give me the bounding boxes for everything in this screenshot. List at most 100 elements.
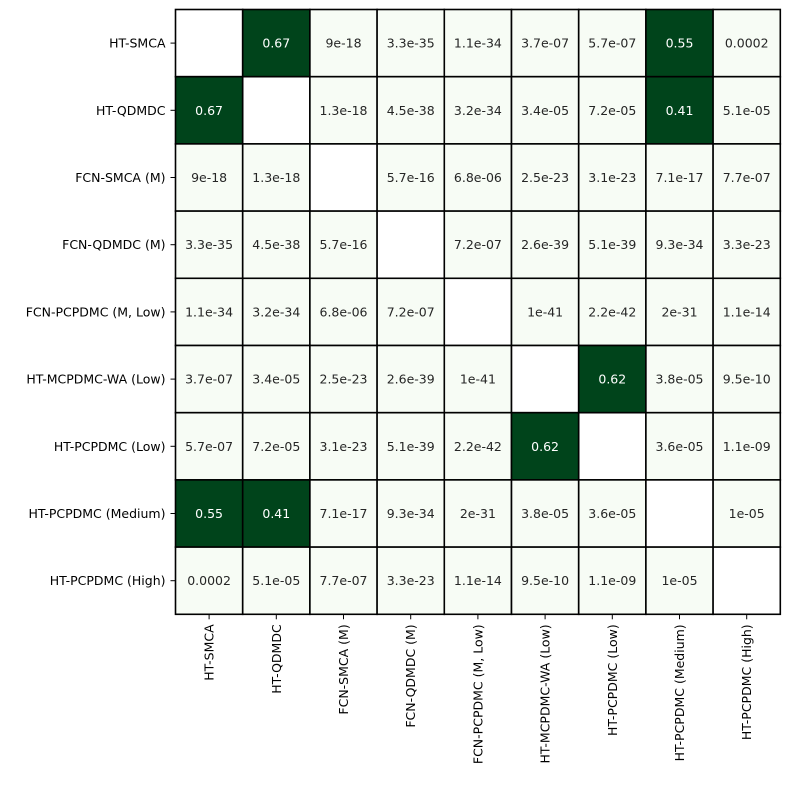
heatmap-cell-8-5: [510, 546, 580, 616]
cell-value-4-0: 1.1e-34: [185, 304, 233, 319]
cell-value-1-0: 0.67: [195, 103, 223, 118]
y-tick-label-5: HT-MCPDMC-WA (Low): [26, 372, 165, 387]
heatmap-cell-7-6: [577, 479, 647, 548]
cell-value-4-5: 1e-41: [527, 304, 563, 319]
heatmap-cell-2-1: [241, 143, 311, 212]
heatmap-cell-1-4: [443, 75, 513, 145]
cell-value-2-1: 1.3e-18: [252, 170, 300, 185]
heatmap-cell-0-7: [645, 8, 714, 78]
cell-value-5-2: 2.5e-23: [320, 372, 368, 387]
heatmap-cell-1-6: [577, 75, 647, 145]
cell-value-7-4: 2e-31: [460, 506, 496, 521]
cell-value-5-4: 1e-41: [460, 372, 496, 387]
cell-value-1-5: 3.4e-05: [521, 103, 569, 118]
cell-value-0-1: 0.67: [262, 36, 290, 51]
cell-value-6-3: 5.1e-39: [387, 439, 435, 454]
cell-value-0-6: 5.7e-07: [588, 36, 636, 51]
cell-value-3-5: 2.6e-39: [521, 237, 569, 252]
cell-value-5-3: 2.6e-39: [387, 372, 435, 387]
heatmap-cell-7-0: [174, 479, 244, 548]
heatmap-cell-8-6: [577, 546, 647, 616]
cell-value-0-5: 3.7e-07: [521, 36, 569, 51]
cell-value-7-6: 3.6e-05: [588, 506, 636, 521]
cell-value-5-8: 9.5e-10: [723, 372, 771, 387]
heatmap-cell-5-8: [712, 344, 782, 414]
cell-value-4-8: 1.1e-14: [723, 304, 771, 319]
x-tick-label-8: HT-PCPDMC (High): [739, 624, 754, 740]
cell-value-5-7: 3.8e-05: [656, 372, 704, 387]
heatmap-cell-2-4: [443, 143, 513, 212]
heatmap-cell-4-0: [174, 277, 244, 347]
heatmap-cell-8-3: [376, 546, 446, 616]
heatmap-cell-7-2: [309, 479, 378, 548]
heatmap-cell-6-4: [443, 411, 513, 481]
cell-value-0-4: 1.1e-34: [454, 36, 502, 51]
cell-value-2-7: 7.1e-17: [656, 170, 704, 185]
heatmap-cell-8-1: [241, 546, 311, 616]
x-tick-label-7: HT-PCPDMC (Medium): [672, 624, 687, 761]
cell-value-0-7: 0.55: [666, 36, 694, 51]
heatmap-cell-8-2: [309, 546, 378, 616]
heatmap-cell-2-2: [309, 143, 378, 212]
heatmap-cell-8-4: [443, 546, 513, 616]
heatmap-cell-8-0: [174, 546, 244, 616]
cell-value-2-0: 9e-18: [191, 170, 227, 185]
heatmap-cell-6-1: [241, 411, 311, 481]
heatmap-cell-1-1: [241, 75, 311, 145]
heatmap-cell-5-7: [645, 344, 714, 414]
cell-value-1-7: 0.41: [666, 103, 694, 118]
cell-value-2-8: 7.7e-07: [723, 170, 771, 185]
cell-value-4-6: 2.2e-42: [588, 304, 636, 319]
cell-value-1-6: 7.2e-05: [588, 103, 636, 118]
heatmap-cell-7-7: [645, 479, 714, 548]
cell-value-2-5: 2.5e-23: [521, 170, 569, 185]
cell-value-3-0: 3.3e-35: [185, 237, 233, 252]
cell-value-8-4: 1.1e-14: [454, 573, 502, 588]
heatmap-cell-7-5: [510, 479, 580, 548]
cell-value-2-3: 5.7e-16: [387, 170, 435, 185]
cell-value-7-2: 7.1e-17: [320, 506, 368, 521]
cell-value-8-5: 9.5e-10: [521, 573, 569, 588]
x-axis: HT-SMCA HT-QDMDC FCN-SMCA (M) FCN-QDMDC (M)…: [202, 614, 754, 764]
heatmap-cell-1-0: [174, 75, 244, 145]
heatmap-cell-3-8: [712, 210, 782, 280]
x-tick-label-1: HT-QDMDC: [269, 624, 284, 694]
heatmap-cell-4-8: [712, 277, 782, 347]
x-tick-label-5: HT-MCPDMC-WA (Low): [538, 624, 553, 763]
heatmap-cell-5-5: [510, 344, 580, 414]
heatmap-cell-0-1: [241, 8, 311, 78]
heatmap-cell-4-5: [510, 277, 580, 347]
cell-value-1-3: 4.5e-38: [387, 103, 435, 118]
y-tick-label-3: FCN-QDMDC (M): [62, 237, 165, 252]
cell-value-0-8: 0.0002: [725, 36, 769, 51]
heatmap-cell-1-7: [645, 75, 714, 145]
cell-value-3-4: 7.2e-07: [454, 237, 502, 252]
x-tick-label-2: FCN-SMCA (M): [336, 624, 351, 714]
cell-value-4-1: 3.2e-34: [252, 304, 300, 319]
y-tick-label-2: FCN-SMCA (M): [75, 170, 165, 185]
cell-value-7-3: 9.3e-34: [387, 506, 435, 521]
heatmap-cell-4-4: [443, 277, 513, 347]
heatmap-cells: [174, 8, 782, 616]
heatmap-cell-2-8: [712, 143, 782, 212]
heatmap-cell-3-3: [376, 210, 446, 280]
cell-value-6-2: 3.1e-23: [320, 439, 368, 454]
cell-value-7-5: 3.8e-05: [521, 506, 569, 521]
heatmap-cell-3-0: [174, 210, 244, 280]
cell-value-6-8: 1.1e-09: [723, 439, 771, 454]
heatmap-cell-1-2: [309, 75, 378, 145]
x-tick-label-0: HT-SMCA: [202, 624, 217, 681]
cell-value-7-8: 1e-05: [729, 506, 765, 521]
heatmap-cell-5-2: [309, 344, 378, 414]
cell-value-6-4: 2.2e-42: [454, 439, 502, 454]
cell-value-5-1: 3.4e-05: [252, 372, 300, 387]
y-tick-label-0: HT-SMCA: [109, 36, 166, 51]
cell-value-4-3: 7.2e-07: [387, 304, 435, 319]
cell-value-3-7: 9.3e-34: [656, 237, 704, 252]
y-axis: HT-SMCA HT-QDMDC FCN-SMCA (M) FCN-QDMDC (M)…: [26, 36, 176, 588]
cell-value-8-7: 1e-05: [661, 573, 697, 588]
cell-value-1-2: 1.3e-18: [320, 103, 368, 118]
cell-value-3-8: 3.3e-23: [723, 237, 771, 252]
